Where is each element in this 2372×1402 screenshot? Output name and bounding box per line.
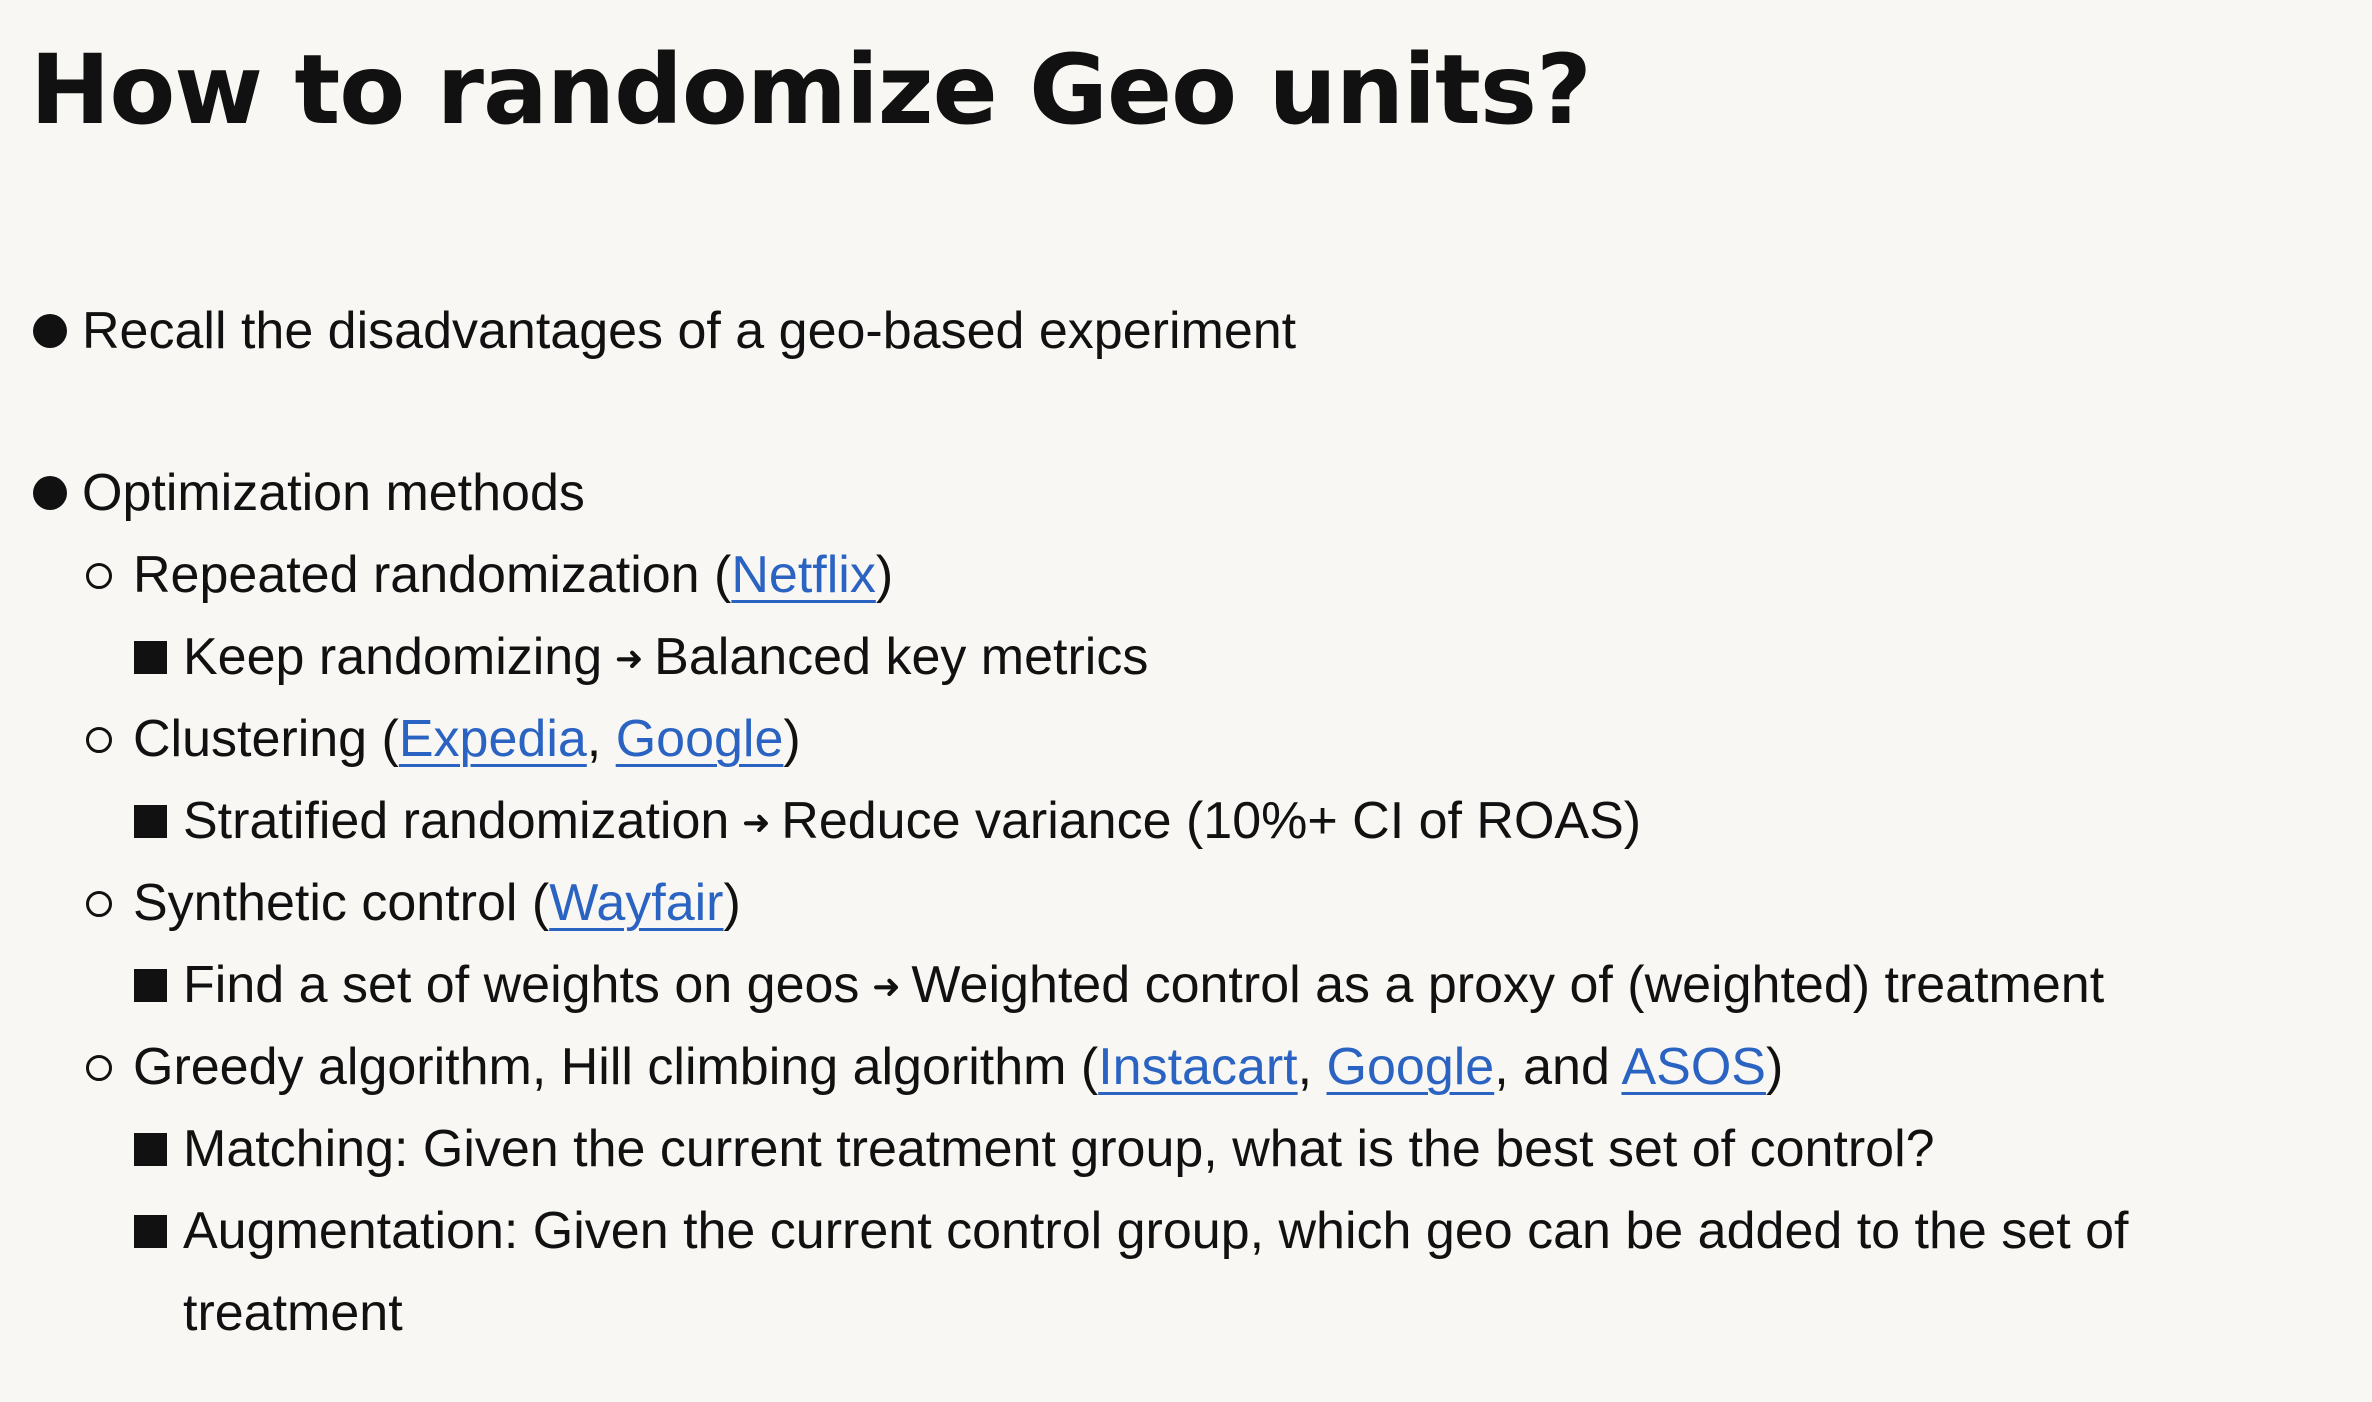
detail-find-weights: Find a set of weights on geos ➜ Weighted c… [30, 944, 2350, 1026]
detail-left-text: Find a set of weights on geos [183, 956, 860, 1014]
detail-text: Matching: Given the current treatment gr… [183, 1120, 1935, 1178]
hollow-circle-bullet-icon [86, 891, 112, 917]
bullet-text: Optimization methods [82, 464, 585, 522]
detail-right-text: Weighted control as a proxy of (weighted… [911, 956, 2105, 1014]
closing-parenthesis: ) [723, 874, 741, 932]
bullet-list: Recall the disadvantages of a geo-based … [30, 290, 2350, 1354]
detail-stratified-randomization: Stratified randomization ➜ Reduce variance… [30, 780, 2350, 862]
filled-square-bullet-icon [134, 641, 167, 674]
sub-bullet-text: Clustering ( [133, 710, 399, 768]
detail-augmentation: Augmentation: Given the current control … [30, 1190, 2350, 1272]
slide-title: How to randomize Geo units? [30, 34, 1592, 146]
filled-square-bullet-icon [134, 969, 167, 1002]
hollow-circle-bullet-icon [86, 563, 112, 589]
right-arrow-icon: ➜ [614, 640, 644, 678]
detail-left-text: Stratified randomization [183, 792, 730, 850]
detail-right-text: Reduce variance (10%+ CI of ROAS) [781, 792, 1642, 850]
hollow-circle-bullet-icon [86, 1055, 112, 1081]
sub-bullet-greedy-algorithm: Greedy algorithm, Hill climbing algorith… [30, 1026, 2350, 1108]
detail-left-text: Keep randomizing [183, 628, 603, 686]
sub-bullet-text: Repeated randomization ( [133, 546, 732, 604]
right-arrow-icon: ➜ [742, 804, 771, 842]
filled-square-bullet-icon [134, 1133, 167, 1166]
detail-keep-randomizing: Keep randomizing ➜ Balanced key metrics [30, 616, 2350, 698]
expedia-link[interactable]: Expedia [398, 710, 587, 768]
netflix-link[interactable]: Netflix [731, 546, 876, 604]
filled-circle-bullet-icon [33, 314, 67, 348]
wayfair-link[interactable]: Wayfair [549, 874, 724, 932]
filled-square-bullet-icon [134, 805, 167, 838]
sub-bullet-clustering: Clustering (Expedia, Google) [30, 698, 2350, 780]
sub-bullet-text: Greedy algorithm, Hill climbing algorith… [133, 1038, 1099, 1096]
bullet-item-recall: Recall the disadvantages of a geo-based … [30, 290, 2350, 372]
asos-link[interactable]: ASOS [1621, 1038, 1766, 1096]
google-link[interactable]: Google [1326, 1038, 1495, 1096]
link-separator: , [1297, 1038, 1327, 1096]
filled-circle-bullet-icon [33, 476, 67, 510]
sub-bullet-text: Synthetic control ( [133, 874, 550, 932]
closing-parenthesis: ) [875, 546, 894, 604]
bullet-text: Recall the disadvantages of a geo-based … [82, 302, 1297, 360]
detail-text: Augmentation: Given the current control … [183, 1202, 2129, 1260]
detail-text: treatment [183, 1284, 403, 1342]
instacart-link[interactable]: Instacart [1098, 1038, 1298, 1096]
detail-augmentation-continuation: treatment [30, 1272, 2350, 1354]
closing-parenthesis: ) [1765, 1038, 1784, 1096]
link-separator: , and [1494, 1038, 1622, 1096]
detail-right-text: Balanced key metrics [654, 628, 1149, 686]
filled-square-bullet-icon [134, 1215, 167, 1248]
bullet-item-optimization-methods: Optimization methods [30, 452, 2350, 534]
link-separator: , [586, 710, 616, 768]
google-link[interactable]: Google [615, 710, 784, 768]
hollow-circle-bullet-icon [86, 727, 112, 753]
sub-bullet-synthetic-control: Synthetic control (Wayfair) [30, 862, 2350, 944]
closing-parenthesis: ) [783, 710, 801, 768]
right-arrow-icon: ➜ [872, 968, 901, 1006]
sub-bullet-repeated-randomization: Repeated randomization (Netflix) [30, 534, 2350, 616]
detail-matching: Matching: Given the current treatment gr… [30, 1108, 2350, 1190]
